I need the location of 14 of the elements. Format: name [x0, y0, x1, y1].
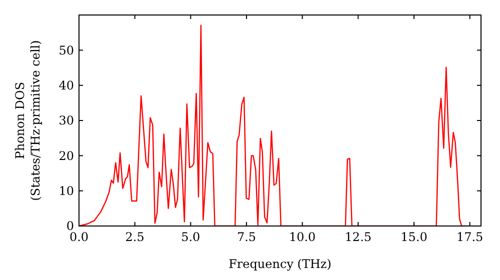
- x-axis-title: Frequency (THz): [228, 257, 332, 271]
- x-tick-label: 5.0: [181, 230, 200, 244]
- x-tick-label: 12.5: [344, 230, 372, 244]
- y-tick-label: 10: [58, 184, 74, 198]
- x-tick-label: 17.5: [456, 230, 484, 244]
- x-tick-label: 2.5: [125, 230, 144, 244]
- y-tick-label: 20: [58, 148, 74, 163]
- y-tick-label: 40: [58, 78, 74, 93]
- x-tick-label: 10.0: [288, 230, 316, 244]
- y-tick-label: 30: [58, 114, 74, 128]
- y-axis-title: Phonon DOS (States/THz·primitive cell): [13, 40, 43, 201]
- x-tick-label: 15.0: [400, 230, 428, 244]
- y-tick-label: 50: [58, 43, 74, 58]
- x-tick-label: 7.5: [236, 230, 256, 244]
